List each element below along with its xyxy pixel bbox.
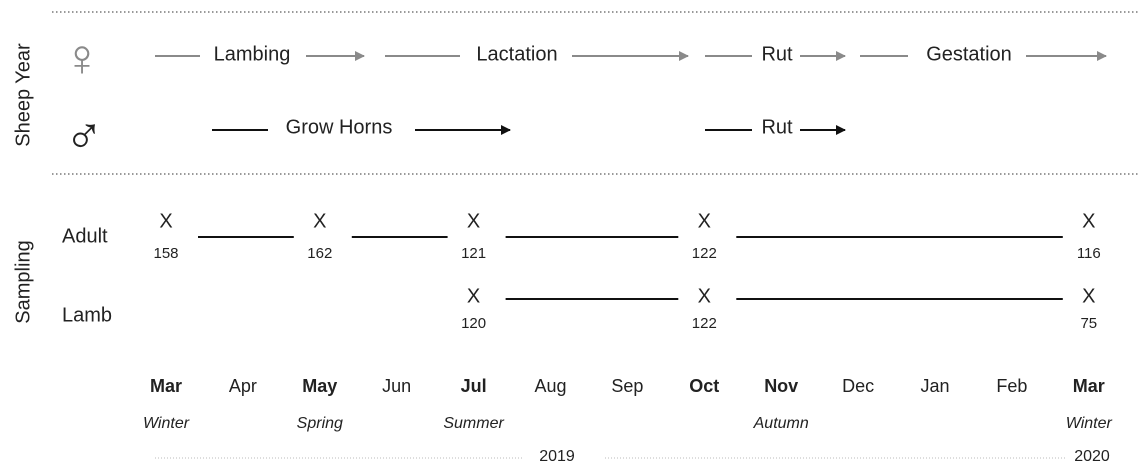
sample-count: 162: [307, 245, 332, 262]
month-label: Apr: [229, 376, 257, 396]
month-label: Oct: [689, 376, 719, 396]
season-label: Autumn: [753, 415, 809, 432]
sample-mark: X: [467, 285, 480, 307]
month-label: Feb: [996, 376, 1027, 396]
male-symbol: ♂: [65, 108, 104, 166]
phase: Lactation: [476, 43, 557, 65]
row-label: Adult: [62, 225, 108, 247]
male-phases: Grow Horns Rut: [212, 116, 846, 138]
month-label: Jul: [461, 376, 487, 396]
sampling-and-calendar: Adult X 158 X 162 X 121 X 122 X 116 Lamb X 120 X 122 X 75…: [62, 210, 1113, 465]
sample-mark: X: [313, 210, 326, 232]
season-label: Spring: [297, 415, 343, 432]
female-phases: Lambing Lactation Rut Gestation: [155, 43, 1107, 65]
phase: Rut: [761, 116, 793, 138]
female-symbol: ♀: [63, 30, 102, 88]
month-label: Jan: [920, 376, 949, 396]
month-label: Mar: [150, 376, 182, 396]
month-label: May: [302, 376, 337, 396]
month-label: Sep: [611, 376, 643, 396]
sample-mark: X: [467, 210, 480, 232]
sample-count: 116: [1077, 245, 1101, 262]
phase: Gestation: [926, 43, 1012, 65]
sample-count: 120: [461, 315, 486, 332]
season-label: Winter: [143, 415, 190, 432]
year-label: 2020: [1074, 448, 1110, 465]
sample-mark: X: [1082, 285, 1095, 307]
sample-count: 158: [153, 245, 178, 262]
sample-count: 75: [1080, 315, 1097, 332]
sample-count: 122: [692, 245, 717, 262]
season-label: Winter: [1066, 415, 1113, 432]
sample-count: 122: [692, 315, 717, 332]
month-label: Nov: [764, 376, 798, 396]
month-label: Aug: [534, 376, 566, 396]
sample-mark: X: [1082, 210, 1095, 232]
month-label: Jun: [382, 376, 411, 396]
sample-mark: X: [698, 285, 711, 307]
phase: Lambing: [214, 43, 291, 65]
month-label: Mar: [1073, 376, 1105, 396]
month-label: Dec: [842, 376, 874, 396]
section-label: Sheep Year: [12, 43, 34, 147]
year-label: 2019: [539, 448, 575, 465]
section-label: Sampling: [12, 240, 34, 323]
phase: Grow Horns: [286, 116, 393, 138]
sample-count: 121: [461, 245, 486, 262]
season-label: Summer: [443, 415, 504, 432]
phase: Rut: [761, 43, 793, 65]
sample-mark: X: [159, 210, 172, 232]
row-label: Lamb: [62, 304, 112, 326]
sample-mark: X: [698, 210, 711, 232]
